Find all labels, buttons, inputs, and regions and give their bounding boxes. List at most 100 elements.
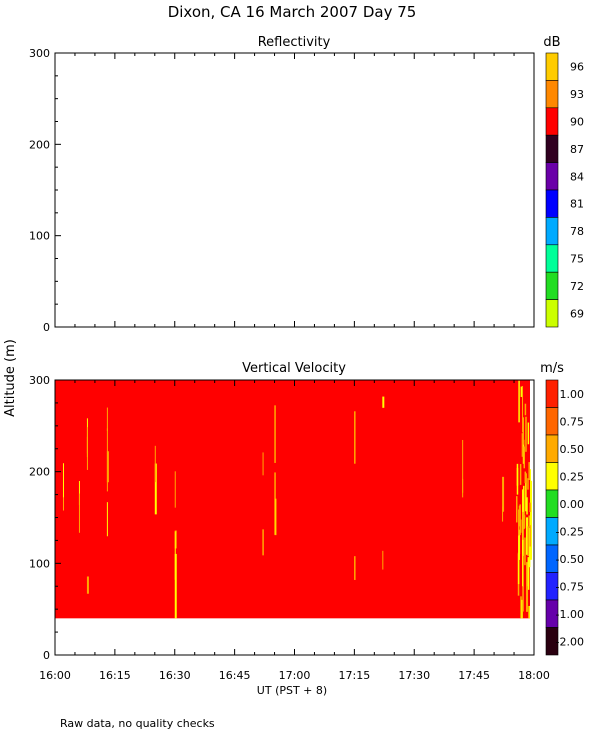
- colorbar-label: 72: [570, 280, 584, 293]
- reflectivity-plot-frame: [54, 52, 535, 328]
- colorbar-swatch: [545, 379, 559, 408]
- y-tick-label: 200: [29, 466, 50, 479]
- colorbar-label: -2.00: [556, 635, 584, 648]
- colorbar-swatch: [545, 134, 559, 163]
- colorbar-swatch: [545, 107, 559, 136]
- colorbar-swatch: [545, 217, 559, 246]
- velocity-edge-streak: [527, 558, 530, 590]
- velocity-streak: [62, 463, 64, 491]
- reflectivity-colorbar-unit: dB: [543, 35, 560, 50]
- velocity-streak: [522, 385, 524, 432]
- velocity-edge-streak: [518, 380, 520, 423]
- velocity-edge-streak: [522, 539, 524, 587]
- colorbar-label: -0.50: [556, 553, 584, 566]
- velocity-streak: [354, 556, 356, 580]
- colorbar-swatch: [545, 407, 559, 436]
- velocity-edge-streak: [525, 416, 527, 452]
- colorbar-swatch: [545, 299, 559, 328]
- y-tick-label: 300: [29, 47, 50, 60]
- colorbar-label: 90: [570, 116, 584, 129]
- x-tick-label: 16:00: [39, 669, 71, 682]
- velocity-edge-streak: [518, 536, 521, 555]
- velocity-y-axis: 0 100 200 300: [29, 374, 61, 662]
- velocity-edge-streak: [525, 473, 527, 512]
- velocity-streak: [78, 493, 80, 533]
- reflectivity-title: Reflectivity: [258, 35, 331, 50]
- velocity-streak: [502, 506, 504, 522]
- velocity-edge-streak: [522, 511, 524, 556]
- colorbar-swatch: [545, 244, 559, 273]
- velocity-edge-streak: [523, 446, 526, 469]
- colorbar-label: 78: [570, 225, 584, 238]
- velocity-field-fill: [55, 380, 530, 619]
- y-tick-label: 0: [43, 649, 50, 662]
- velocity-edge-streak: [521, 433, 524, 457]
- velocity-streak: [262, 452, 264, 476]
- colorbar-label: -1.00: [556, 608, 584, 621]
- colorbar-swatch: [545, 271, 559, 300]
- reflectivity-y-axis: 0 100 200 300: [29, 47, 61, 334]
- velocity-streak: [174, 553, 177, 619]
- velocity-streak: [154, 463, 157, 515]
- x-tick-label: 17:45: [458, 669, 490, 682]
- x-axis-label: UT (PST + 8): [257, 684, 327, 697]
- velocity-colorbar: 1.00 0.75 0.50 0.25 0.00 -0.25 -0.50 -0.75 -1.00…: [545, 379, 585, 656]
- velocity-streak: [462, 439, 464, 498]
- figure-title: Dixon, CA 16 March 2007 Day 75: [168, 3, 417, 21]
- velocity-streak: [382, 396, 385, 408]
- velocity-streak: [174, 471, 176, 508]
- velocity-streak: [274, 405, 276, 463]
- velocity-edge-streak: [519, 504, 521, 536]
- velocity-edge-streak: [516, 496, 518, 523]
- colorbar-swatch: [545, 462, 559, 491]
- velocity-edge-streak: [527, 478, 529, 490]
- velocity-heatmap: [55, 380, 533, 619]
- velocity-edge-streak: [522, 417, 524, 445]
- colorbar-swatch: [545, 52, 559, 81]
- velocity-edge-streak: [529, 502, 531, 513]
- velocity-edge-streak: [529, 525, 531, 547]
- x-tick-label: 16:30: [159, 669, 191, 682]
- y-tick-label: 200: [29, 138, 50, 151]
- velocity-streak: [106, 407, 108, 431]
- velocity-edge-streak: [520, 386, 523, 397]
- velocity-streak: [382, 550, 384, 570]
- velocity-edge-streak: [527, 526, 529, 557]
- velocity-streak: [354, 411, 356, 464]
- colorbar-swatch: [545, 434, 559, 463]
- colorbar-swatch: [545, 189, 559, 218]
- velocity-streak: [106, 428, 108, 492]
- x-tick-label: 17:30: [398, 669, 430, 682]
- velocity-colorbar-unit: m/s: [540, 361, 564, 376]
- colorbar-swatch: [545, 489, 559, 518]
- colorbar-swatch: [545, 80, 559, 109]
- colorbar-label: 96: [570, 61, 584, 74]
- colorbar-label: 84: [570, 170, 584, 183]
- colorbar-label: 0.75: [560, 415, 585, 428]
- colorbar-label: 0.00: [560, 498, 585, 511]
- velocity-streak: [526, 562, 529, 612]
- velocity-edge-streak: [516, 463, 519, 486]
- velocity-edge-streak: [517, 552, 520, 585]
- colorbar-label: 0.25: [560, 470, 585, 483]
- x-tick-label: 16:15: [99, 669, 131, 682]
- reflectivity-x-axis: [54, 53, 535, 327]
- velocity-streak: [530, 469, 532, 484]
- x-tick-label: 16:45: [219, 669, 251, 682]
- colorbar-label: 75: [570, 253, 584, 266]
- velocity-streak: [106, 502, 108, 537]
- colorbar-label: 93: [570, 88, 584, 101]
- velocity-edge-streak: [524, 403, 527, 416]
- velocity-edge-streak: [520, 596, 522, 619]
- velocity-edge-streak: [526, 497, 528, 515]
- velocity-edge-streak: [523, 515, 526, 529]
- velocity-streak: [174, 531, 176, 580]
- velocity-edge-streak: [521, 599, 523, 619]
- velocity-streak: [78, 480, 80, 506]
- y-axis-label: Altitude (m): [3, 339, 18, 417]
- velocity-streak: [530, 490, 533, 560]
- velocity-edge-streak: [528, 462, 530, 481]
- velocity-streak: [526, 517, 529, 555]
- reflectivity-colorbar: 96 93 90 87 84 81 78 75 72 69: [545, 52, 584, 328]
